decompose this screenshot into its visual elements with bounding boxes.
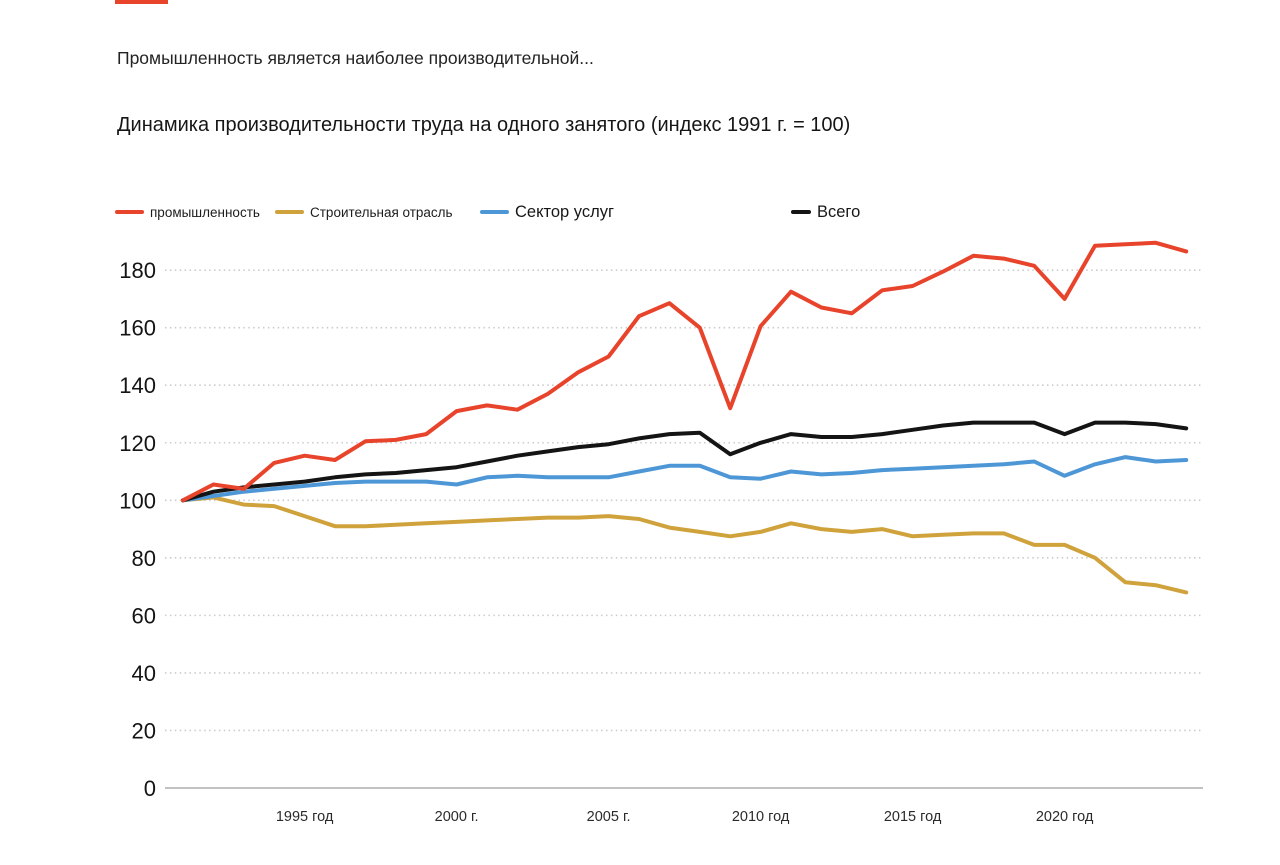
x-axis-tick-label: 2020 год: [1036, 809, 1094, 825]
legend-item-services: Сектор услуг: [480, 200, 614, 224]
total-swatch: [791, 210, 811, 214]
x-axis-tick-label: 2005 г.: [587, 809, 631, 825]
services-swatch: [480, 210, 509, 214]
y-axis-tick-label: 120: [119, 431, 156, 456]
kicker-text: Промышленность является наиболее произво…: [117, 48, 594, 68]
y-axis-tick-label: 100: [119, 488, 156, 513]
legend-item-total: Всего: [791, 200, 860, 224]
industry-line: [181, 240, 1189, 503]
legend-label: Сектор услуг: [515, 202, 615, 221]
y-axis-tick-label: 140: [119, 373, 156, 398]
accent-bar: [115, 0, 168, 4]
y-axis-tick-label: 60: [132, 603, 156, 628]
legend-label: Всего: [817, 202, 861, 221]
construction-swatch: [275, 210, 304, 214]
x-axis-tick-label: 2015 год: [884, 809, 942, 825]
legend: промышленность Строительная отрасль Сект…: [0, 200, 1280, 224]
y-axis-tick-label: 40: [132, 661, 156, 686]
services-line: [181, 455, 1189, 503]
y-axis-tick-label: 0: [144, 776, 156, 801]
x-axis-tick-label: 1995 год: [276, 809, 334, 825]
y-axis-tick-label: 160: [119, 316, 156, 341]
construction-line: [181, 495, 1189, 595]
legend-item-industry: промышленность: [115, 200, 260, 224]
legend-item-construction: Строительная отрасль: [275, 200, 453, 224]
total-line: [181, 420, 1189, 503]
y-axis-tick-label: 20: [132, 718, 156, 743]
industry-swatch: [115, 210, 144, 214]
legend-label: Строительная отрасль: [310, 204, 453, 220]
x-axis-tick-label: 2000 г.: [435, 809, 479, 825]
y-axis-tick-label: 180: [119, 258, 156, 283]
y-axis-tick-label: 80: [132, 546, 156, 571]
x-axis-tick-label: 2010 год: [732, 809, 790, 825]
legend-label: промышленность: [150, 204, 260, 220]
chart-title: Динамика производительности труда на одн…: [117, 114, 851, 136]
